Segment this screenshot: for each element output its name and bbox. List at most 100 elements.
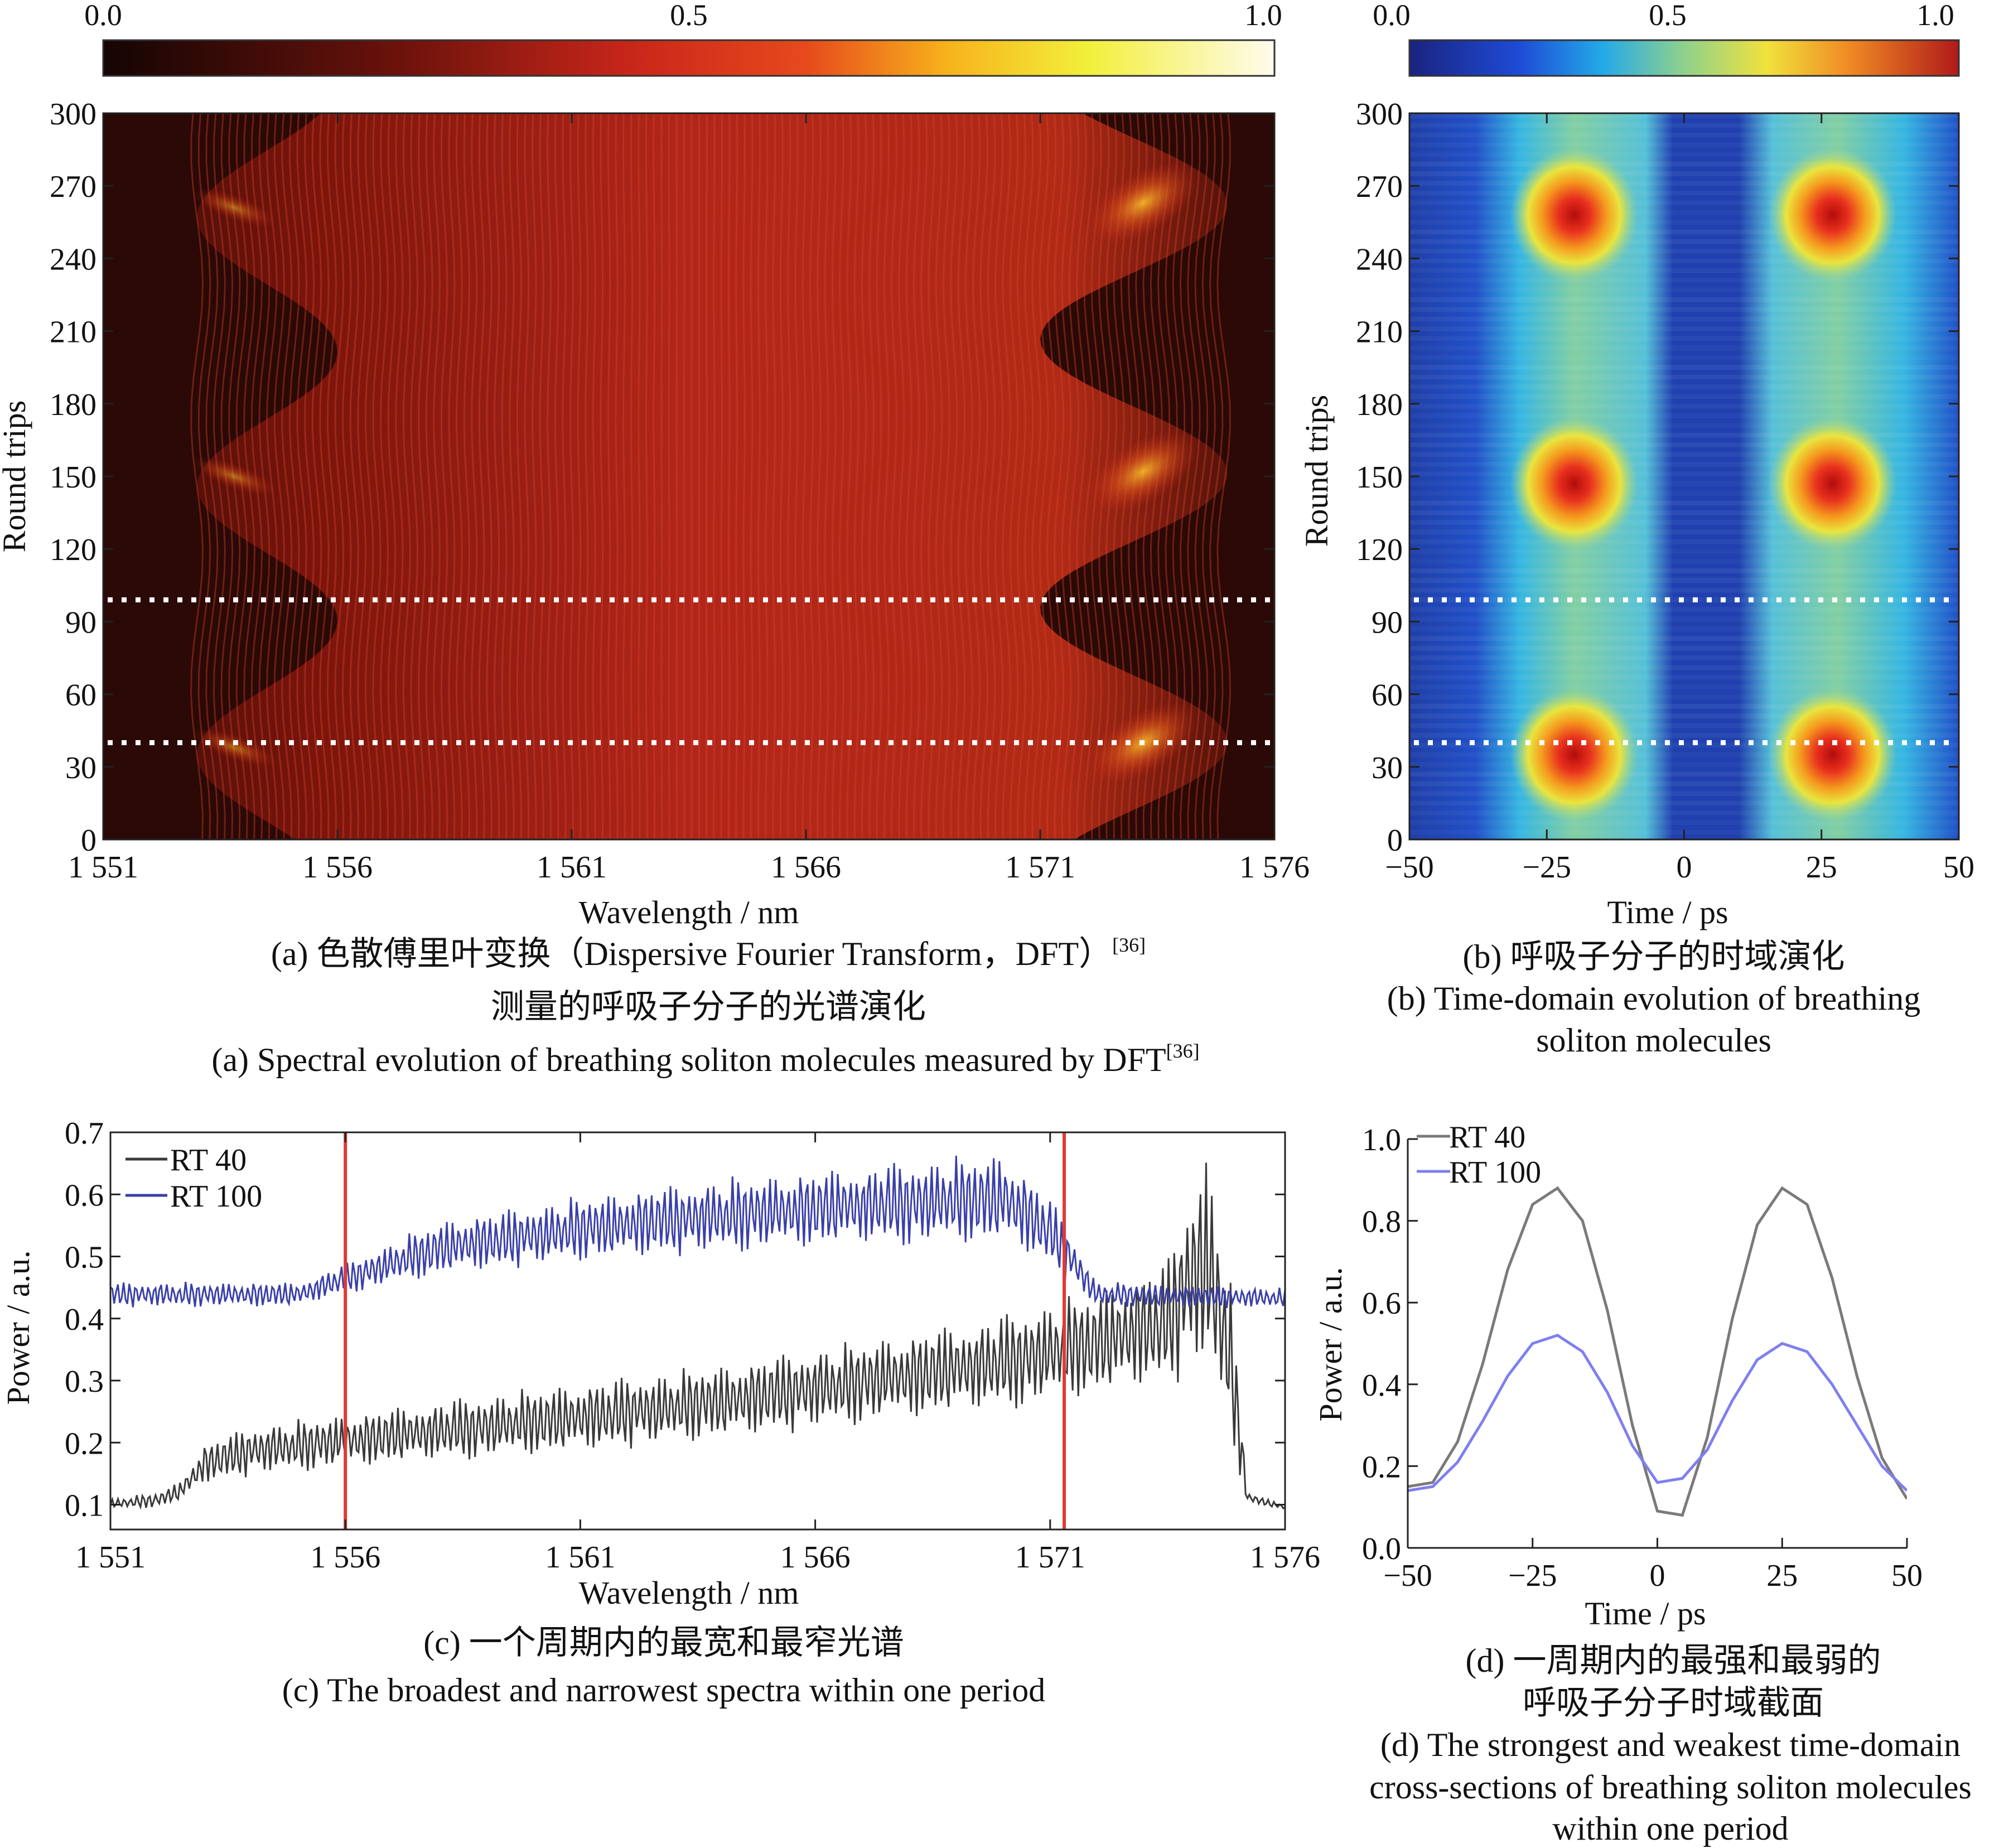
hotspot <box>1768 148 1897 282</box>
streak-row <box>1409 355 1959 360</box>
x-tick-label: −50 <box>1383 1559 1432 1593</box>
fringe-line <box>471 113 478 839</box>
streak-row <box>1409 190 1959 196</box>
x-tick-label: 1 576 <box>1239 850 1310 885</box>
fringe-line <box>809 113 814 839</box>
panel-a: 0.0 0.5 1.0 1 551 1 556 1 561 1 566 1 571 1 5… <box>0 0 1310 1078</box>
fringe-line <box>742 113 746 839</box>
streak-row <box>1409 539 1959 544</box>
fringe-line <box>326 113 337 839</box>
streak-row <box>1409 665 1959 670</box>
fringe-line <box>455 113 463 839</box>
y-tick-label: 60 <box>1372 678 1403 713</box>
series-rt40-d <box>1408 1186 1907 1517</box>
fringe-line <box>478 113 485 839</box>
streak-row <box>1409 703 1959 709</box>
fringe-line <box>630 113 634 839</box>
y-axis-a-label: Round trips <box>0 401 32 552</box>
fringe-line <box>1083 113 1095 839</box>
x-tick-label: −25 <box>1508 1559 1557 1593</box>
legend-d: RT 40 RT 100 <box>1417 1120 1541 1190</box>
fringe-line <box>942 113 951 839</box>
x-tick-label: 1 571 <box>1005 850 1075 885</box>
streak-row <box>1409 326 1959 331</box>
y-tick-label: 180 <box>50 388 96 422</box>
y-axis-d: 0.0 0.2 0.4 0.6 0.8 1.0 <box>1362 1123 1418 1566</box>
fringe-line <box>547 113 552 839</box>
streak-row <box>1409 781 1959 787</box>
streak-row <box>1409 597 1959 602</box>
heatmap-a-dark-right <box>1040 113 1274 839</box>
streak-row <box>1409 374 1959 380</box>
streak-row <box>1409 820 1959 825</box>
heatmap-b <box>1409 113 1959 839</box>
streak-row <box>1409 500 1959 506</box>
fringe-line <box>562 113 567 839</box>
streak-row <box>1409 568 1959 573</box>
fringe-line <box>817 113 822 839</box>
fringe-line <box>846 113 852 839</box>
streak-row <box>1409 742 1959 748</box>
streak-row <box>1409 694 1959 699</box>
fringe-line <box>615 113 619 839</box>
fringe-line <box>509 113 515 839</box>
y-tick-label: 0.2 <box>65 1426 104 1461</box>
streak-row <box>1409 278 1959 283</box>
streak-row <box>1409 181 1959 186</box>
series-rt100-d <box>1408 1334 1907 1492</box>
fringe-line <box>448 113 456 839</box>
streak-row <box>1409 316 1959 322</box>
streak-row <box>1409 617 1959 622</box>
caption-a-en: (a) Spectral evolution of breathing soli… <box>211 1040 1199 1078</box>
caption-b-en-1: (b) Time-domain evolution of breathing <box>1387 980 1921 1017</box>
caption-d-zh-1: (d) 一周期内的最强和最弱的 <box>1466 1642 1881 1679</box>
fringe-line <box>592 113 596 839</box>
fringe-line <box>794 113 799 839</box>
streak-row <box>1409 413 1959 418</box>
x-axis-d: −50 −25 0 25 50 <box>1383 1538 1923 1593</box>
y-tick-label: 180 <box>1356 388 1403 422</box>
fringe-line <box>1031 113 1042 839</box>
fringe-line <box>607 113 611 839</box>
x-tick-label: 1 576 <box>1250 1540 1320 1575</box>
streak-row <box>1409 384 1959 389</box>
fringe-line <box>979 113 989 839</box>
y-tick-label: 1.0 <box>1362 1123 1401 1157</box>
x-tick-label: 1 556 <box>310 1540 380 1575</box>
colorbar-a <box>102 39 1276 77</box>
series-rt100-c <box>110 1155 1285 1309</box>
fringe-line <box>341 113 352 839</box>
y-tick-label: 270 <box>50 170 96 204</box>
legend-c: RT 40 RT 100 <box>125 1143 262 1214</box>
x-tick-label: 25 <box>1766 1559 1798 1593</box>
fringe-line <box>957 113 966 839</box>
streak-row <box>1409 636 1959 641</box>
colorbar-a-tick-1: 0.5 <box>670 0 708 32</box>
x-tick-label: 0 <box>1677 850 1692 885</box>
x-tick-label: 1 566 <box>771 850 841 885</box>
fringe-line <box>1009 113 1019 839</box>
fringe-line <box>516 113 523 839</box>
fringe-line <box>653 113 656 839</box>
fringe-line <box>433 113 441 839</box>
caption-c-en: (c) The broadest and narrowest spectra w… <box>282 1672 1045 1709</box>
streak-row <box>1409 607 1959 612</box>
y-tick-label: 0 <box>81 823 96 858</box>
fringe-line <box>319 113 330 839</box>
heatmap-a-background <box>103 113 1274 839</box>
dotted-lines-b <box>1414 597 1954 745</box>
fringe-line <box>493 113 500 839</box>
streak-row <box>1409 655 1959 660</box>
x-tick-label: 1 566 <box>780 1540 851 1575</box>
fringe-line <box>379 113 389 839</box>
caption-a-zh-2: 测量的呼吸子分子的光谱演化 <box>491 988 926 1025</box>
fringe-line <box>1002 113 1011 839</box>
panel-b: 0.0 0.5 1.0 −50 −25 0 25 50 0 30 60 90 120 150 180… <box>1298 0 1974 1059</box>
y-tick-label: 120 <box>1356 533 1403 567</box>
x-axis-c: 1 551 1 556 1 561 1 566 1 571 1 576 <box>75 1132 1320 1575</box>
fringe-line <box>905 113 913 839</box>
fringe-line <box>868 113 875 839</box>
hot-streak-left <box>192 457 277 496</box>
streak-row <box>1409 559 1959 564</box>
